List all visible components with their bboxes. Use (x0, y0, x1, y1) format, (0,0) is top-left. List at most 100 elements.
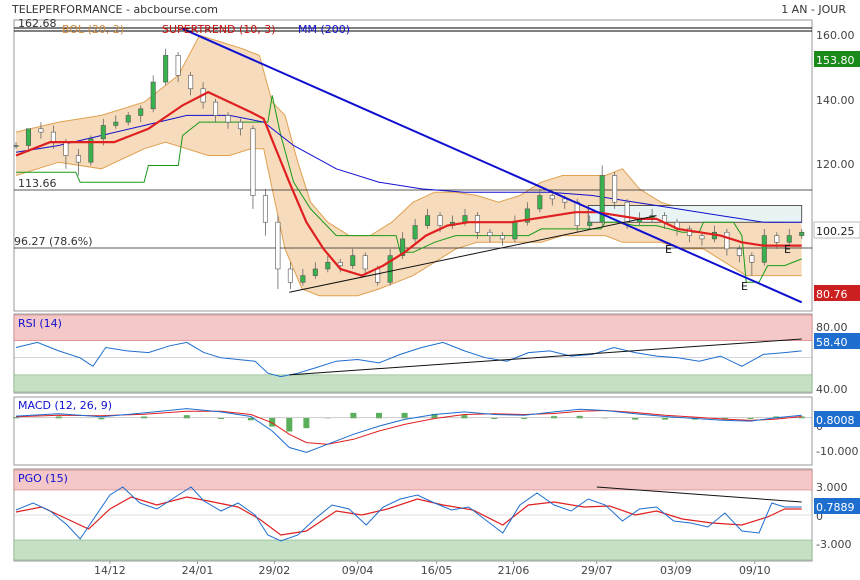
x-label-8: 09/10 (739, 564, 771, 577)
candle-body (26, 129, 30, 146)
last-price-value: 153.80 (816, 54, 855, 67)
candle-body (500, 236, 504, 239)
candle-body (375, 269, 379, 282)
x-label-2: 29/02 (259, 564, 291, 577)
candle-body (787, 236, 791, 243)
candle-body (438, 216, 442, 226)
overlap-label: 162.68 (18, 17, 57, 30)
candle-body (188, 75, 192, 88)
candle-body (413, 226, 417, 239)
e-mark-3: E (784, 243, 791, 256)
rsi-value: 58.40 (816, 336, 848, 349)
rsi-tick-40: 40.00 (816, 383, 848, 396)
candle-body (725, 232, 729, 249)
resistance-box (588, 206, 802, 223)
candle-body (14, 145, 18, 146)
current-price-value: 100.25 (816, 225, 855, 238)
macd-histogram-bar (376, 413, 382, 418)
macd-panel (14, 397, 812, 465)
candle-body (251, 129, 255, 196)
macd-label: MACD (12, 26, 9) (18, 399, 112, 412)
candle-body (625, 202, 629, 222)
price-tick-120: 120.00 (816, 158, 855, 171)
level-label-96: 96.27 (78.6%) (14, 235, 93, 248)
e-mark-1: E (665, 243, 672, 256)
candle-body (750, 256, 754, 263)
candle-body (488, 232, 492, 235)
candle-body (163, 55, 167, 82)
low-price-value: 80.76 (816, 288, 848, 301)
candle-body (126, 115, 130, 122)
candle-body (550, 196, 554, 199)
price-tick-140: 140.00 (816, 94, 855, 107)
chart-title: TELEPERFORMANCE - abcbourse.com (11, 3, 218, 16)
macd-histogram-bar (350, 413, 356, 418)
x-axis: 14/12 24/01 29/02 09/04 16/05 21/06 29/0… (94, 564, 771, 577)
candle-body (276, 222, 280, 269)
candle-body (425, 216, 429, 226)
period-label: 1 AN - JOUR (781, 3, 846, 16)
candle-body (76, 155, 80, 162)
rsi-oversold-zone (14, 375, 812, 392)
candle-body (475, 216, 479, 233)
pgo-upper-zone (14, 470, 812, 490)
macd-histogram-bar (402, 413, 408, 418)
pgo-lower-zone (14, 540, 812, 560)
pgo-value: 0.7889 (816, 501, 855, 514)
rsi-tick-80: 80.00 (816, 321, 848, 334)
candle-body (238, 122, 242, 129)
pgo-tick-neg3: -3.000 (816, 538, 851, 551)
candle-body (363, 256, 367, 269)
e-mark-2: E (741, 280, 748, 293)
x-label-6: 29/07 (581, 564, 613, 577)
candle-body (762, 236, 766, 263)
candle-body (263, 196, 267, 223)
macd-histogram-bar (286, 418, 292, 432)
rsi-label: RSI (14) (18, 317, 62, 330)
level-label-113: 113.66 (18, 177, 57, 190)
candle-body (101, 125, 105, 138)
x-label-3: 09/04 (342, 564, 374, 577)
pgo-tick-3: 3.000 (816, 481, 848, 494)
macd-histogram-bar (303, 418, 309, 428)
macd-value: 0.8008 (816, 414, 855, 427)
candle-body (737, 249, 741, 256)
candle-body (700, 236, 704, 239)
x-label-4: 16/05 (421, 564, 453, 577)
x-label-5: 21/06 (498, 564, 530, 577)
candle-body (612, 176, 616, 203)
candle-body (176, 55, 180, 75)
candle (89, 135, 93, 165)
macd-tick-neg10: -10.000 (816, 445, 858, 458)
candle-body (463, 216, 467, 223)
price-axis: 160.00 140.00 120.00 (816, 29, 855, 171)
candle-body (575, 202, 579, 225)
candle-body (151, 82, 155, 109)
candle-body (301, 276, 305, 283)
candle-body (800, 232, 804, 235)
rsi-overbought-zone (14, 315, 812, 341)
supertrend-legend: SUPERTREND (10, 3) (162, 23, 276, 36)
candle-body (39, 129, 43, 132)
x-label-1: 24/01 (182, 564, 214, 577)
candle-body (326, 262, 330, 269)
candle-body (538, 196, 542, 209)
candle-body (114, 122, 118, 125)
candle-body (51, 132, 55, 142)
pgo-label: PGO (15) (18, 472, 68, 485)
candle-body (775, 236, 779, 243)
mm200-legend: MM (200) (298, 23, 350, 36)
candle-body (213, 102, 217, 115)
candle-body (64, 142, 68, 155)
price-tick-160: 160.00 (816, 29, 855, 42)
candle-body (351, 256, 355, 266)
candle-body (288, 269, 292, 282)
x-label-7: 03/09 (660, 564, 692, 577)
macd-histogram-bar (632, 418, 638, 420)
candle-body (338, 262, 342, 265)
candle-body (513, 222, 517, 239)
candle-body (588, 222, 592, 225)
candle-body (226, 115, 230, 122)
macd-histogram-bar (662, 418, 668, 420)
